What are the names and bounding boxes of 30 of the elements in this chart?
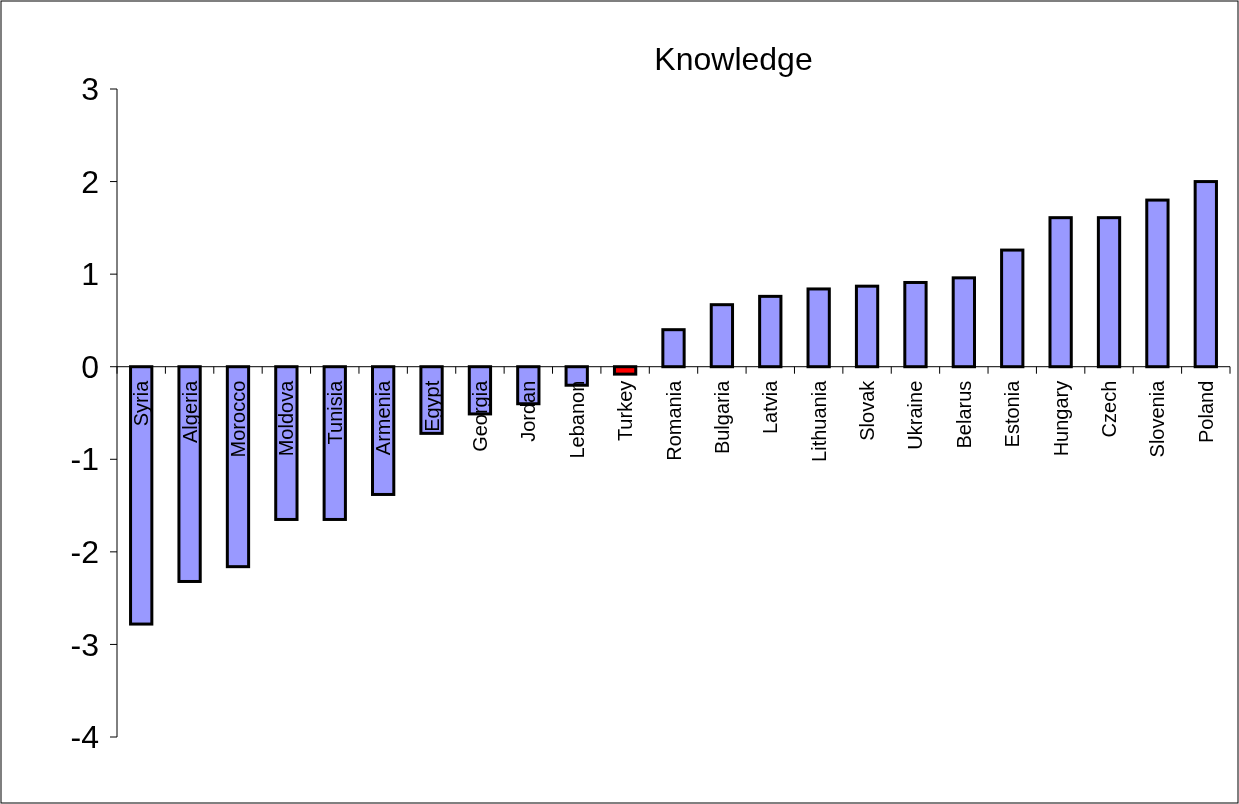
x-tick-label: Algeria	[178, 379, 201, 443]
x-tick-label: Bulgaria	[710, 379, 733, 455]
x-tick-label: Poland	[1194, 380, 1217, 443]
x-tick-label: Latvia	[759, 379, 782, 435]
chart-title: Knowledge	[654, 41, 813, 77]
y-tick-label: -2	[70, 534, 99, 571]
x-tick-label: Turkey	[614, 380, 637, 442]
x-tick-label: Slovenia	[1146, 379, 1169, 458]
x-tick-label: Estonia	[1001, 379, 1024, 448]
x-tick-label: Morocco	[226, 380, 249, 458]
y-tick-label: -4	[70, 719, 99, 756]
x-tick-label: Georgia	[468, 379, 491, 452]
y-tick-label: 2	[81, 163, 99, 200]
y-tick-label: 3	[81, 71, 99, 108]
y-tick-label: 0	[81, 348, 99, 385]
x-tick-label: Hungary	[1049, 380, 1072, 457]
x-tick-label: Czech	[1098, 380, 1121, 438]
x-tick-label: Syria	[130, 379, 153, 427]
x-tick-label: Belarus	[952, 380, 975, 449]
x-tick-label: Romania	[662, 379, 685, 461]
x-tick-label: Armenia	[372, 379, 395, 456]
x-tick-label: Tunisia	[323, 379, 346, 445]
x-tick-label: Ukraine	[904, 380, 927, 450]
x-tick-label: Moldova	[275, 379, 298, 457]
y-tick-label: -1	[70, 441, 99, 478]
x-tick-label: Lebanon	[565, 380, 588, 459]
y-tick-label: 1	[81, 256, 99, 293]
y-tick-label: -3	[70, 626, 99, 663]
x-tick-label: Lithuania	[807, 379, 830, 462]
x-tick-label: Slovak	[856, 379, 879, 441]
